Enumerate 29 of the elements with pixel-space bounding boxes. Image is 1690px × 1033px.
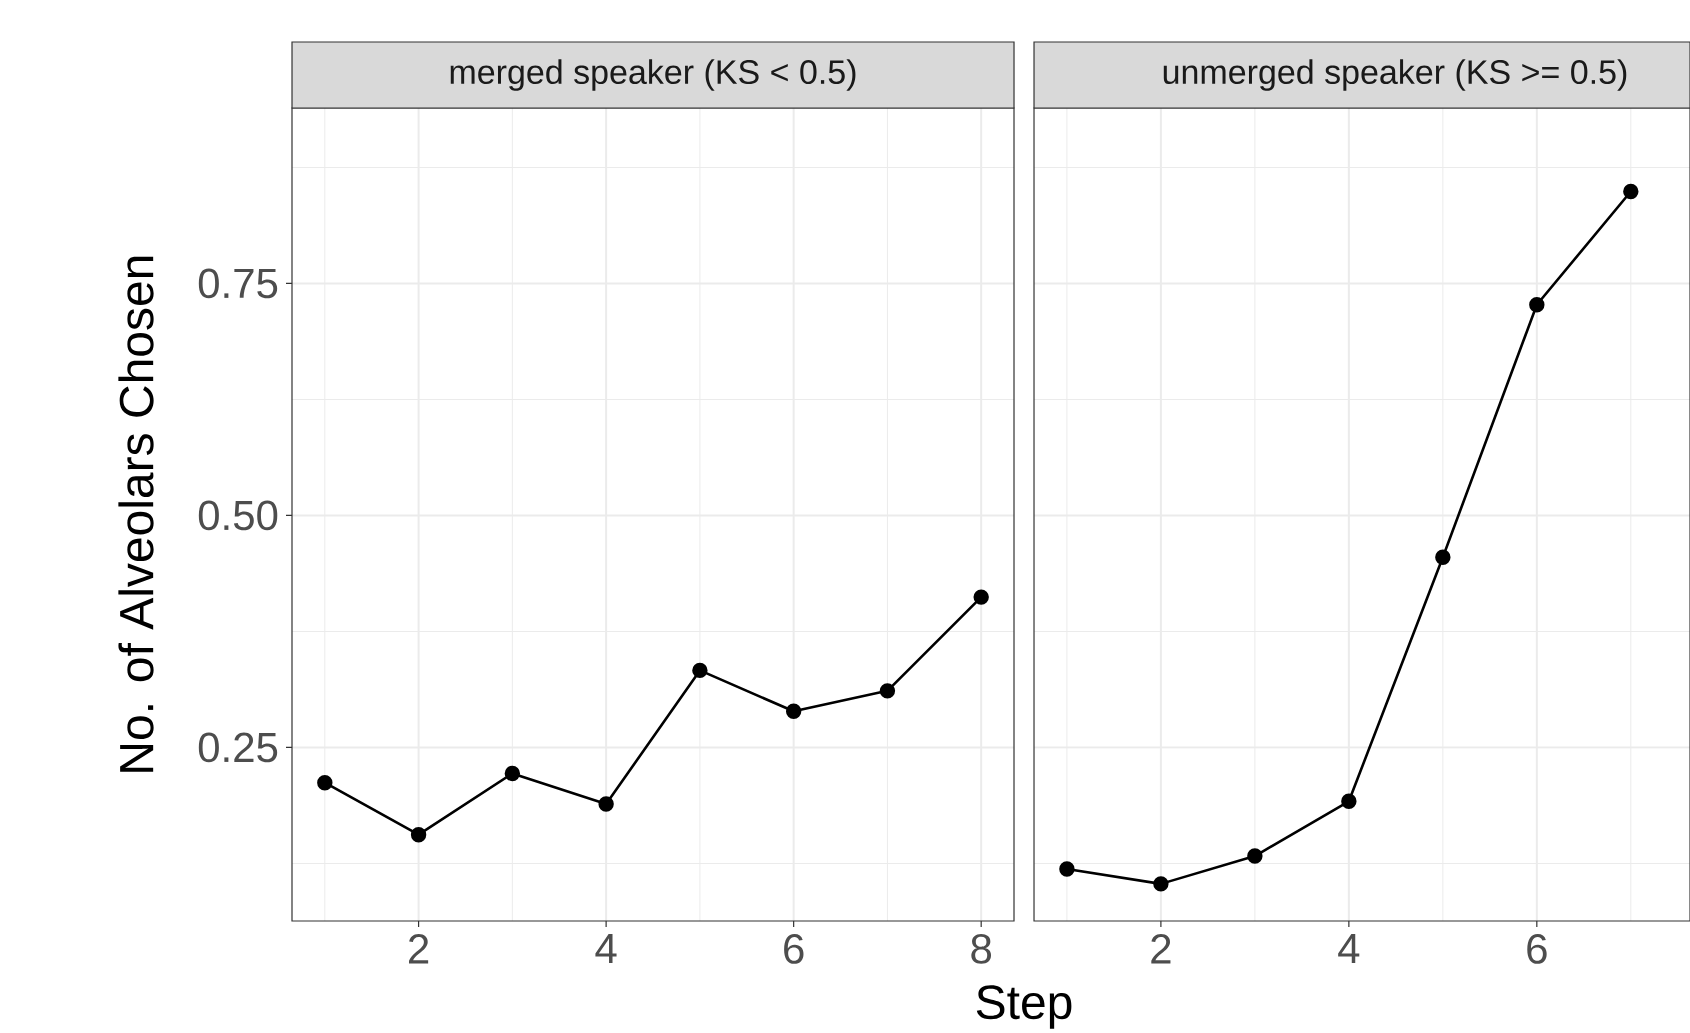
point [1153, 876, 1169, 892]
point [1341, 793, 1357, 809]
point [1623, 183, 1639, 200]
x-tick-label: 8 [971, 934, 992, 964]
x-tick-label: 6 [784, 934, 804, 964]
point [692, 662, 708, 679]
x-tick-label: 4 [1338, 934, 1360, 963]
x-axis-title: Step [976, 985, 1072, 1029]
chart-title: unmerged speaker (KS >= 0.5) [1163, 59, 1627, 91]
point [1059, 861, 1075, 877]
y-tick-label: 0.75 [198, 268, 278, 299]
point [973, 589, 989, 605]
x-tick-label: 4 [595, 934, 617, 963]
point [317, 775, 333, 791]
point [598, 796, 614, 812]
point [1247, 848, 1263, 864]
y-tick-label: 0.25 [198, 732, 278, 763]
point [785, 703, 802, 719]
point [410, 826, 427, 843]
x-tick-label: 2 [409, 934, 429, 964]
chart-title: merged speaker (KS < 0.5) [450, 59, 856, 91]
x-tick-label: 6 [1527, 934, 1547, 964]
point [879, 683, 896, 699]
point [504, 765, 521, 782]
y-tick-label: 0.50 [198, 500, 278, 531]
y-axis-title: No. of Alveolars Chosen [118, 256, 154, 772]
point [1435, 549, 1451, 565]
x-tick-label: 2 [1151, 934, 1171, 964]
point [1529, 297, 1545, 313]
